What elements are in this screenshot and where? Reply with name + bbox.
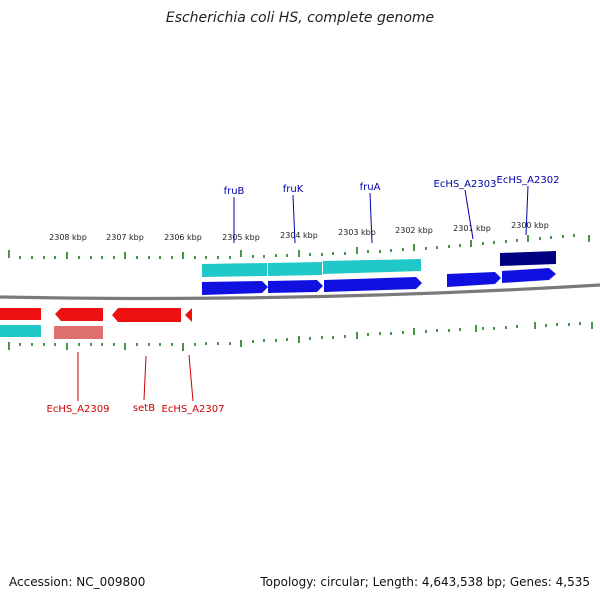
kbp-label: 2300 kbp [511, 221, 549, 230]
topology-text: Topology: circular; Length: 4,643,538 bp… [260, 575, 590, 589]
leader-line [292, 194, 296, 244]
gene-EcHS_A2307[interactable] [185, 308, 192, 322]
forward-gene-track [202, 268, 556, 295]
gene-label-EcHS_A2307[interactable]: EcHS_A2307 [162, 404, 225, 415]
top-gene-labels: fruB fruK fruA EcHS_A2303 EcHS_A2302 [224, 175, 560, 244]
gene-label-fruA[interactable]: fruA [360, 182, 381, 193]
kbp-label: 2302 kbp [395, 226, 433, 235]
kbp-label: 2301 kbp [453, 224, 491, 233]
cds-fruK[interactable] [268, 262, 322, 276]
kbp-label: 2307 kbp [106, 233, 144, 242]
gene-label-EcHS_A2309[interactable]: EcHS_A2309 [47, 404, 110, 415]
gene-fruB[interactable] [202, 281, 268, 295]
gene-label-EcHS_A2303[interactable]: EcHS_A2303 [434, 179, 497, 190]
cds-fruA[interactable] [323, 259, 421, 274]
kbp-label: 2308 kbp [49, 233, 87, 242]
upper-tick-ruler [8, 234, 590, 259]
cds-fruB[interactable] [202, 263, 267, 277]
cds-EcHS_A2302[interactable] [500, 251, 556, 266]
gene-label-setB[interactable]: setB [133, 403, 155, 414]
gene-EcHS_A2303[interactable] [447, 272, 501, 287]
gene-label-fruK[interactable]: fruK [283, 184, 304, 195]
leader-line [464, 189, 474, 240]
genome-backbone [0, 283, 600, 301]
cds-left-edge[interactable] [0, 325, 41, 337]
leader-line [143, 355, 147, 401]
kbp-label: 2303 kbp [338, 228, 376, 237]
accession-text: Accession: NC_009800 [9, 575, 146, 589]
gene-EcHS_A2302[interactable] [502, 268, 556, 283]
leader-line [188, 354, 194, 402]
gene-label-fruB[interactable]: fruB [224, 186, 245, 197]
gene-left-edge[interactable] [0, 308, 41, 320]
kbp-labels: 2308 kbp 2307 kbp 2306 kbp 2305 kbp 2304… [49, 221, 549, 242]
bottom-gene-labels: EcHS_A2309 setB EcHS_A2307 [47, 352, 225, 415]
kbp-label: 2304 kbp [280, 231, 318, 240]
leader-line [525, 185, 529, 236]
gene-EcHS_A2309[interactable] [55, 308, 103, 321]
lower-tick-ruler [8, 322, 593, 351]
gene-label-EcHS_A2302[interactable]: EcHS_A2302 [497, 175, 560, 186]
reverse-gene-track [0, 308, 192, 322]
forward-cds-track [202, 251, 556, 277]
genome-title: Escherichia coli HS, complete genome [165, 10, 435, 26]
cds-EcHS_A2309[interactable] [54, 326, 103, 339]
upper-ruler-ticks [8, 234, 590, 259]
kbp-label: 2306 kbp [164, 233, 202, 242]
kbp-label: 2305 kbp [222, 233, 260, 242]
gene-setB[interactable] [112, 308, 181, 322]
reverse-cds-track [0, 325, 103, 339]
lower-ruler-ticks [8, 322, 593, 351]
gene-fruK[interactable] [268, 280, 323, 293]
leader-line [369, 192, 373, 244]
gene-fruA[interactable] [324, 277, 422, 292]
